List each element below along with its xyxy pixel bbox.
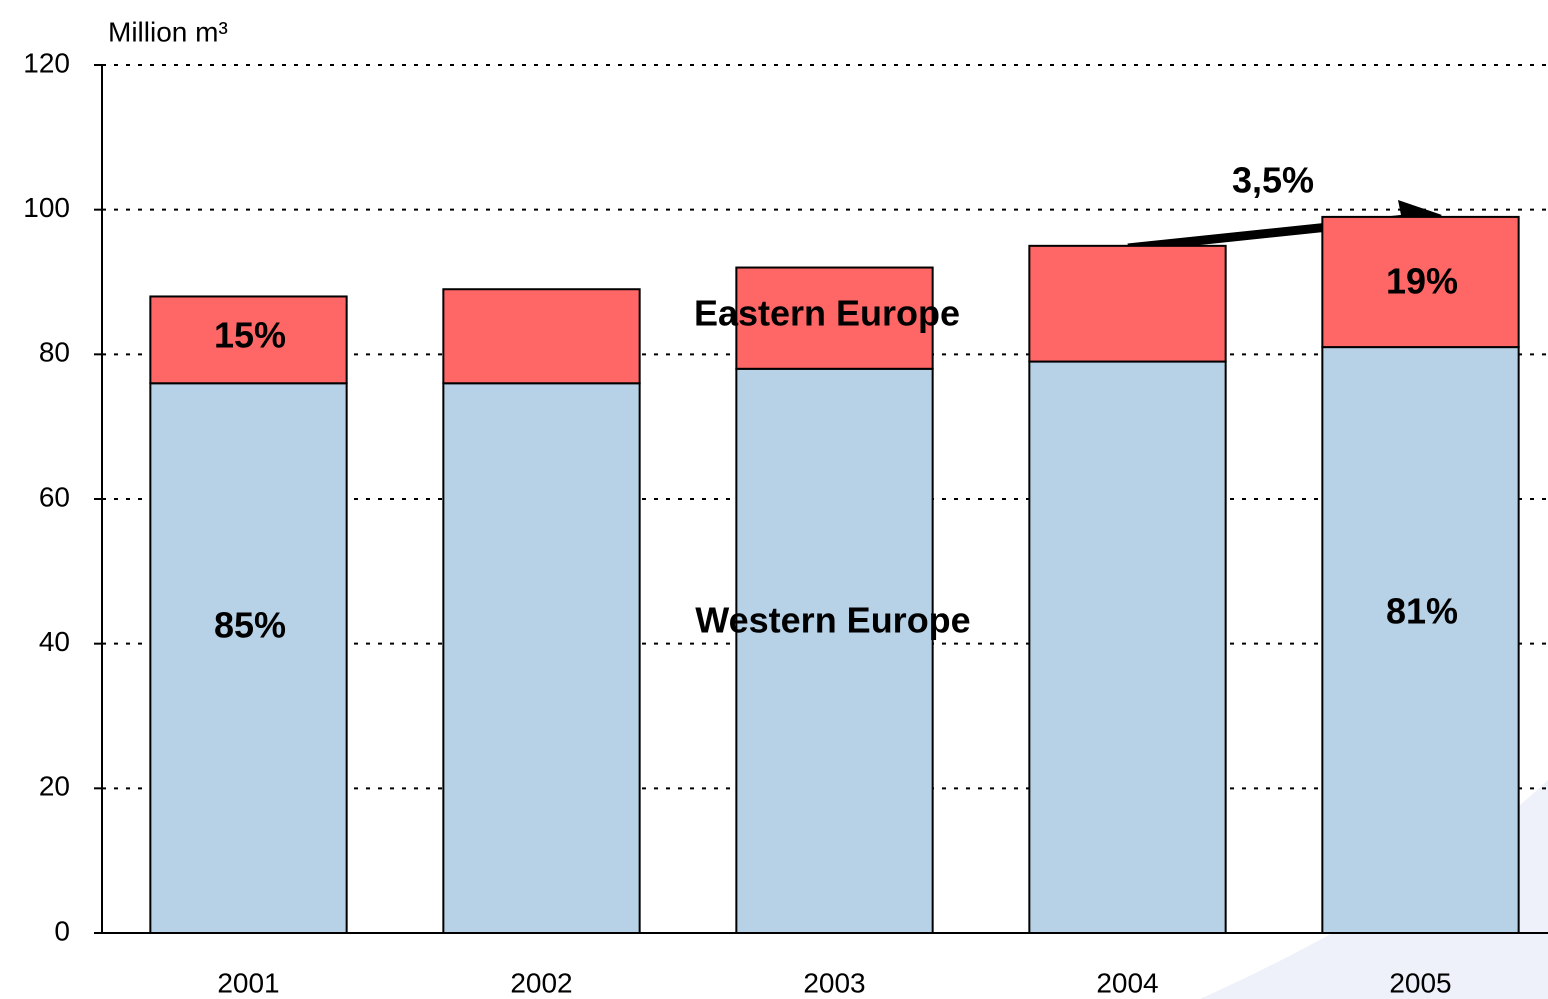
- bar-segment: [149, 295, 348, 385]
- annotation: 85%: [214, 605, 286, 646]
- annotation: 3,5%: [1232, 160, 1314, 201]
- bar-segment: [1028, 360, 1227, 935]
- bar-segment: [442, 382, 641, 934]
- y-tick-label: 20: [39, 771, 70, 802]
- y-tick-label: 0: [54, 915, 70, 946]
- annotation: 81%: [1386, 591, 1458, 632]
- bar-segment: [1028, 244, 1227, 363]
- annotation: 19%: [1386, 261, 1458, 302]
- y-tick-label: 120: [23, 47, 70, 78]
- x-tick-label: 2004: [1096, 967, 1158, 998]
- y-tick-label: 60: [39, 481, 70, 512]
- bar-segment: [1321, 346, 1520, 935]
- series-label: Western Europe: [695, 600, 970, 641]
- y-tick-label: 100: [23, 192, 70, 223]
- bar-segment: [735, 266, 934, 370]
- x-tick-label: 2001: [217, 967, 279, 998]
- bar-segment: [149, 382, 348, 934]
- y-axis-label: Million m³: [108, 16, 228, 47]
- x-tick-label: 2005: [1389, 967, 1451, 998]
- bar-segment: [1321, 215, 1520, 349]
- annotation: 15%: [214, 315, 286, 356]
- y-tick-label: 80: [39, 337, 70, 368]
- background-swoosh: [1200, 780, 1548, 999]
- series-label: Eastern Europe: [694, 293, 960, 334]
- bar-segment: [442, 288, 641, 385]
- x-tick-label: 2002: [510, 967, 572, 998]
- bar-segment: [735, 367, 934, 934]
- x-tick-label: 2003: [803, 967, 865, 998]
- y-tick-label: 40: [39, 626, 70, 657]
